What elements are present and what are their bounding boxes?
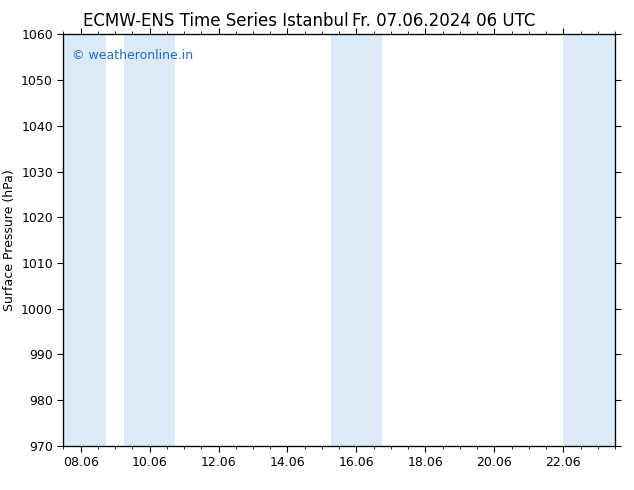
- Bar: [124, 34, 176, 446]
- Text: ECMW-ENS Time Series Istanbul: ECMW-ENS Time Series Istanbul: [83, 12, 348, 30]
- Bar: [563, 34, 615, 446]
- Y-axis label: Surface Pressure (hPa): Surface Pressure (hPa): [3, 169, 16, 311]
- Bar: [330, 34, 382, 446]
- Text: © weatheronline.in: © weatheronline.in: [72, 49, 193, 62]
- Text: Fr. 07.06.2024 06 UTC: Fr. 07.06.2024 06 UTC: [352, 12, 536, 30]
- Bar: [63, 34, 107, 446]
